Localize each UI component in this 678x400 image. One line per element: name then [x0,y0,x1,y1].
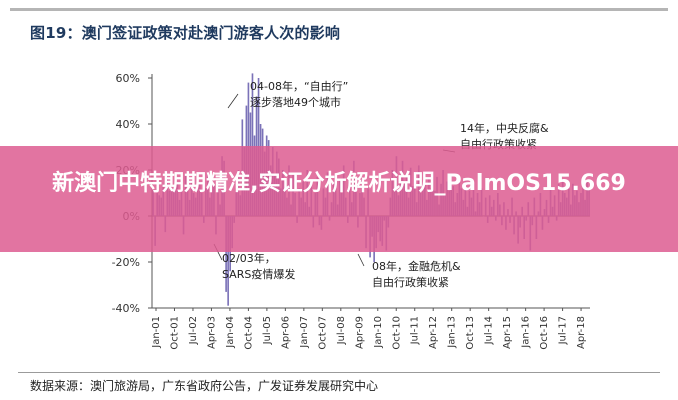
chart-title: 图19：澳门签证政策对赴澳门游客人次的影响 [30,24,341,42]
top-divider [10,8,668,11]
x-tick-label: Jul-11 [410,316,421,345]
x-tick-label: Apr-09 [354,316,365,349]
annotation-text: 逐步落地49个城市 [250,95,341,109]
annotation-text: SARS疫情爆发 [222,267,295,281]
x-tick-label: Oct-01 [169,316,180,350]
y-tick-label: -20% [112,256,140,269]
annotation-leader [357,253,365,267]
x-tick-label: Apr-12 [428,316,439,349]
x-tick-label: Jan-13 [447,316,458,349]
x-tick-label: Apr-15 [502,316,513,349]
x-tick-label: Jul-05 [262,316,273,345]
x-tick-label: Oct-16 [539,316,550,350]
x-tick-label: Jan-07 [299,316,310,349]
y-tick-label: -40% [112,302,140,315]
y-tick-label: 40% [116,118,140,131]
annotation-text: 04-08年，“自由行” [250,79,348,93]
x-tick-label: Jul-08 [336,316,347,345]
annotation-leader [227,93,239,109]
x-tick-label: Oct-04 [243,316,254,350]
x-tick-label: Apr-18 [576,316,587,349]
x-tick-label: Oct-13 [465,316,476,350]
bar [251,73,254,217]
x-tick-label: Jan-04 [225,316,236,349]
x-tick-label: Jul-14 [484,316,495,345]
overlay-banner-text: 新澳门中特期期精准,实证分析解析说明_PalmOS15.669 [52,171,626,196]
x-tick-label: Apr-03 [206,316,217,349]
x-tick-label: Jul-17 [558,316,569,345]
bar [225,216,227,292]
annotation-text: 02/03年， [222,251,276,265]
y-tick-label: 60% [116,72,140,85]
x-tick-label: Jan-01 [151,316,162,349]
annotation-text: 自由行政策收紧 [372,275,449,289]
x-tick-label: Oct-07 [317,316,328,350]
footer-divider [18,372,660,373]
x-tick-label: Jul-02 [188,316,199,345]
bar [227,216,229,306]
annotation-text: 14年，中央反腐& [460,121,549,135]
x-tick-label: Jan-16 [521,316,532,349]
annotation-text: 08年，金融危机& [372,259,461,273]
x-tick-label: Oct-10 [391,316,402,350]
x-tick-label: Apr-06 [280,316,291,349]
source-note: 数据来源：澳门旅游局，广东省政府公告，广发证券发展研究中心 [30,379,379,393]
x-tick-label: Jan-10 [373,316,384,349]
overlay-banner [0,146,678,252]
